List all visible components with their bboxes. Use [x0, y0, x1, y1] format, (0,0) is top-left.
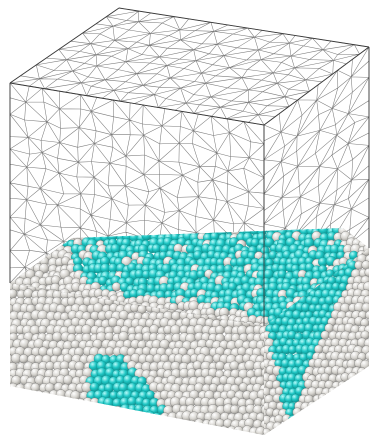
box-outline — [9, 7, 370, 326]
